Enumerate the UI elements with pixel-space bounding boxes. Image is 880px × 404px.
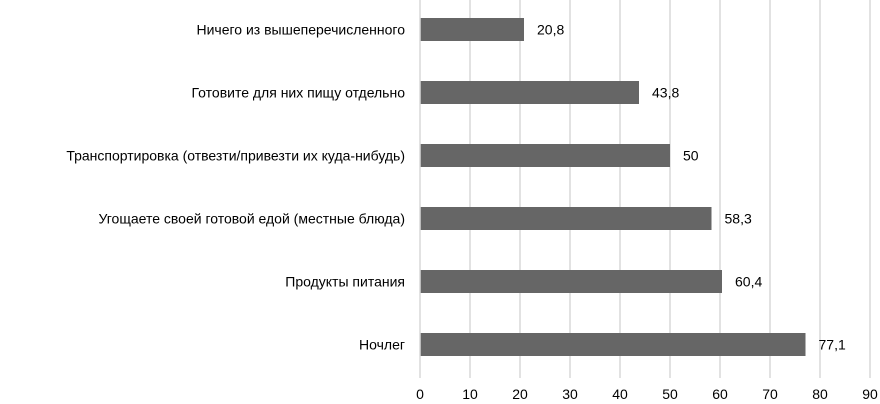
x-tick-label: 50 [662,386,678,402]
x-tick-label: 70 [762,386,778,402]
category-label: Ничего из вышеперечисленного [196,22,405,38]
bar [420,81,639,104]
data-label: 43,8 [652,85,679,101]
bar [420,144,670,167]
category-labels: Ничего из вышеперечисленного Готовите для… [66,22,405,353]
x-tick-label: 80 [812,386,828,402]
data-label: 77,1 [819,337,846,353]
x-tick-label: 60 [712,386,728,402]
data-label: 60,4 [735,274,762,290]
x-tick-label: 10 [462,386,478,402]
x-axis: 0 10 20 30 40 50 60 70 80 90 [416,0,878,402]
bar [420,18,524,41]
bar [420,333,806,356]
category-label: Продукты питания [285,274,405,290]
data-label: 20,8 [537,22,564,38]
data-label: 58,3 [725,211,752,227]
bars: 20,8 43,8 50 58,3 60,4 77,1 [420,18,846,356]
category-label: Ночлег [359,337,405,353]
x-tick-label: 20 [512,386,528,402]
grid-lines [469,0,871,378]
category-label: Готовите для них пищу отдельно [192,85,406,101]
x-tick-label: 40 [612,386,628,402]
category-label: Транспортировка (отвезти/привезти их куд… [66,148,405,164]
x-tick-label: 30 [562,386,578,402]
data-label: 50 [683,148,699,164]
x-tick-label: 0 [416,386,424,402]
bar [420,207,712,230]
category-label: Угощаете своей готовой едой (местные блю… [98,211,405,227]
x-tick-label: 90 [862,386,878,402]
bar [420,270,722,293]
